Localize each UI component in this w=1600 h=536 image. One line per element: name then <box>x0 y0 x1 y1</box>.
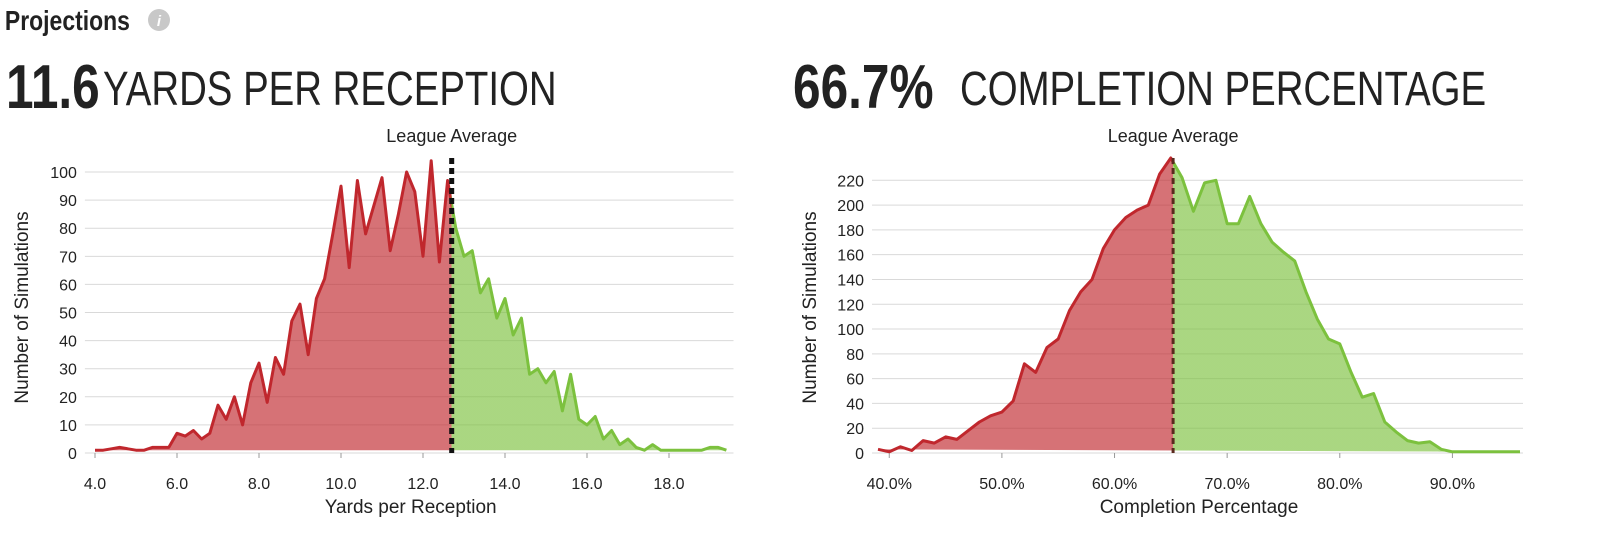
x-tick-label: 16.0 <box>571 476 602 493</box>
y-tick-label: 0 <box>855 446 864 463</box>
header-title: Projections <box>5 6 130 37</box>
x-tick-label: 50.0% <box>979 476 1024 493</box>
distribution-area <box>877 156 1520 454</box>
y-tick-label: 30 <box>59 362 77 379</box>
x-tick-label: 14.0 <box>489 476 520 493</box>
y-tick-label: 60 <box>59 277 77 294</box>
x-tick-label: 18.0 <box>653 476 684 493</box>
x-tick-label: 60.0% <box>1092 476 1137 493</box>
y-tick-label: 220 <box>837 173 864 190</box>
y-axis-title: Number of Simulations <box>800 211 821 403</box>
x-tick-label: 80.0% <box>1317 476 1362 493</box>
x-tick-label: 8.0 <box>248 476 270 493</box>
x-tick-label: 90.0% <box>1430 476 1475 493</box>
y-tick-label: 20 <box>59 390 77 407</box>
x-tick-label: 6.0 <box>166 476 188 493</box>
x-tick-label: 70.0% <box>1204 476 1249 493</box>
x-tick-label: 12.0 <box>407 476 438 493</box>
x-tick-label: 40.0% <box>867 476 912 493</box>
y-tick-label: 120 <box>837 297 864 314</box>
x-tick-label: 10.0 <box>325 476 356 493</box>
chart-title: YARDS PER RECEPTION <box>103 63 557 116</box>
y-tick-label: 80 <box>846 347 864 364</box>
svg-text:i: i <box>157 13 162 30</box>
y-tick-label: 200 <box>837 198 864 215</box>
x-tick-label: 4.0 <box>84 476 106 493</box>
y-tick-label: 90 <box>59 193 77 210</box>
y-tick-label: 10 <box>59 418 77 435</box>
y-tick-label: 140 <box>837 272 864 289</box>
y-tick-label: 0 <box>68 446 77 463</box>
y-tick-label: 50 <box>59 306 77 323</box>
reference-label: League Average <box>386 126 517 146</box>
y-tick-label: 20 <box>846 421 864 438</box>
x-axis-title: Completion Percentage <box>1100 497 1299 518</box>
y-tick-label: 40 <box>846 396 864 413</box>
headline-value: 66.7% <box>793 52 934 122</box>
y-axis-title: Number of Simulations <box>12 211 33 403</box>
y-tick-label: 180 <box>837 223 864 240</box>
header-group: Projections <box>5 6 130 37</box>
info-icon[interactable]: i <box>148 9 170 31</box>
y-tick-label: 100 <box>837 322 864 339</box>
headline: 11.6 YARDS PER RECEPTION <box>6 52 557 122</box>
distribution-area <box>95 159 727 452</box>
y-tick-label: 70 <box>59 249 77 266</box>
reference-label: League Average <box>1108 126 1239 146</box>
headline: 66.7% COMPLETION PERCENTAGE <box>793 52 1486 122</box>
headline-value: 11.6 <box>6 52 100 122</box>
y-tick-label: 100 <box>50 165 77 182</box>
y-tick-label: 60 <box>846 372 864 389</box>
y-tick-label: 80 <box>59 221 77 238</box>
chart-title: COMPLETION PERCENTAGE <box>960 63 1486 116</box>
y-tick-label: 160 <box>837 248 864 265</box>
x-axis-title: Yards per Reception <box>325 497 497 518</box>
y-tick-label: 40 <box>59 334 77 351</box>
